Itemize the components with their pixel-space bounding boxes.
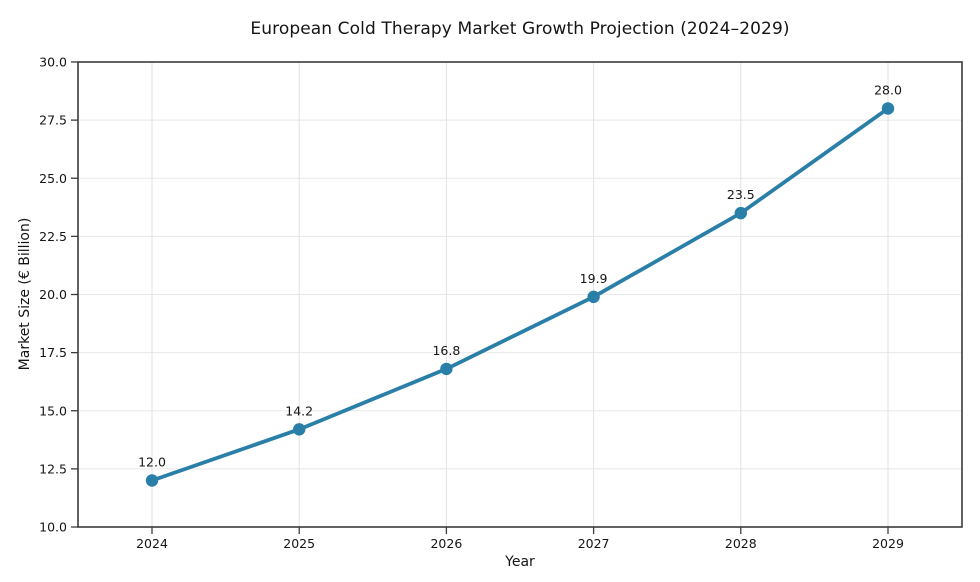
y-tick-label: 20.0 [39, 287, 67, 302]
y-tick-label: 12.5 [39, 461, 67, 476]
y-tick-label: 17.5 [39, 345, 67, 360]
data-point-label: 23.5 [727, 187, 755, 202]
data-point-label: 12.0 [138, 455, 166, 470]
data-point-label: 16.8 [432, 343, 460, 358]
x-tick-label: 2024 [136, 536, 168, 551]
data-point-label: 14.2 [285, 403, 313, 418]
data-point-label: 28.0 [874, 83, 902, 98]
x-tick-label: 2026 [430, 536, 462, 551]
x-tick-label: 2028 [725, 536, 757, 551]
data-line [150, 106, 890, 483]
x-tick-label: 2027 [578, 536, 610, 551]
y-tick-label: 27.5 [39, 113, 67, 128]
chart-title: European Cold Therapy Market Growth Proj… [250, 19, 790, 39]
y-tick-label: 10.0 [39, 520, 67, 535]
y-tick-label: 15.0 [39, 403, 67, 418]
x-axis-label: Year [505, 554, 535, 570]
data-point-marker [734, 206, 747, 220]
y-tick-label: 25.0 [39, 171, 67, 186]
data-point-marker [881, 102, 895, 115]
data-point-marker [440, 362, 453, 376]
data-point-marker [145, 474, 159, 487]
x-tick-label: 2025 [283, 536, 315, 551]
y-tick-label: 30.0 [39, 55, 67, 70]
data-point-marker [587, 290, 600, 304]
data-point-marker [293, 423, 306, 436]
data-point-label: 19.9 [580, 271, 608, 286]
x-tick-label: 2029 [872, 536, 904, 551]
y-tick-label: 22.5 [39, 229, 67, 244]
